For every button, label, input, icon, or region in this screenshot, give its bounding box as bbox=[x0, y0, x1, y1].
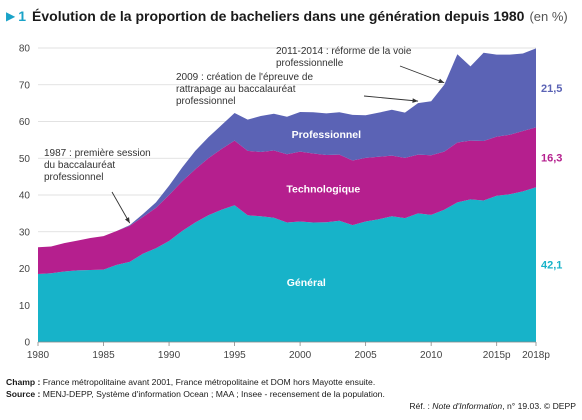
x-tick-label-2000: 2000 bbox=[289, 350, 312, 361]
arrow-2009-head bbox=[412, 98, 419, 103]
chart-unit: (en %) bbox=[529, 8, 568, 24]
source-line: Source : MENJ-DEPP, Système d'informatio… bbox=[6, 388, 580, 400]
y-tick-label-10: 10 bbox=[19, 301, 31, 312]
x-tick-label-2015: 2015p bbox=[483, 350, 511, 361]
area-label-general: Général bbox=[287, 277, 326, 289]
champ-line: Champ : France métropolitaine avant 2001… bbox=[6, 376, 580, 388]
annotation-2011-line-2: professionnelle bbox=[276, 58, 344, 69]
champ-label: Champ : bbox=[6, 377, 41, 387]
x-tick-label-1980: 1980 bbox=[27, 350, 50, 361]
ref-suffix: , n° 19.03. © DEPP bbox=[502, 401, 576, 411]
ref-prefix: Réf. : bbox=[409, 401, 430, 411]
x-tick-label-2018: 2018p bbox=[522, 350, 550, 361]
end-value-technologique: 16,3 bbox=[541, 152, 562, 164]
annotation-1987-line-1: 1987 : première session bbox=[44, 148, 151, 159]
x-axis: 1980 1985 1990 1995 2000 2005 2010 2015p 2018p bbox=[27, 341, 550, 361]
annotation-2011-2014: 2011-2014 : réforme de la voie professio… bbox=[276, 46, 414, 69]
annotation-2009: 2009 : création de l'épreuve de rattrapa… bbox=[176, 72, 316, 107]
ref-publication: Note d'Information bbox=[432, 401, 503, 411]
area-label-professionnel: Professionnel bbox=[292, 129, 362, 141]
y-tick-label-30: 30 bbox=[19, 227, 31, 238]
y-tick-label-80: 80 bbox=[19, 44, 31, 55]
area-label-technologique: Technologique bbox=[286, 184, 360, 196]
arrow-1987-head bbox=[124, 217, 130, 224]
y-axis: 0 10 20 30 40 50 60 70 80 bbox=[19, 44, 31, 349]
chart-areas bbox=[38, 48, 536, 342]
source-text: MENJ-DEPP, Système d'information Ocean ;… bbox=[42, 389, 385, 399]
annotation-1987: 1987 : première session du baccalauréat … bbox=[44, 148, 154, 183]
triangle-marker-icon: ▶ bbox=[6, 9, 16, 23]
arrow-2011-head bbox=[438, 78, 445, 83]
chart-header: ▶ 1 Évolution de la proportion de bachel… bbox=[6, 4, 576, 28]
arrow-1987-line bbox=[111, 191, 131, 224]
reference-line: Réf. : Note d'Information, n° 19.03. © D… bbox=[6, 400, 580, 412]
area-labels: Général Technologique Professionnel bbox=[286, 129, 361, 289]
end-value-general: 42,1 bbox=[541, 260, 562, 272]
end-value-professionnel: 21,5 bbox=[541, 83, 562, 95]
y-tick-label-60: 60 bbox=[19, 117, 31, 128]
annotation-1987-line-3: professionnel bbox=[44, 172, 103, 183]
arrow-2009-line bbox=[363, 95, 419, 102]
x-tick-label-1985: 1985 bbox=[92, 350, 115, 361]
champ-text: France métropolitaine avant 2001, France… bbox=[42, 377, 376, 387]
annotation-2009-line-1: 2009 : création de l'épreuve de bbox=[176, 72, 313, 83]
chart-footer: Champ : France métropolitaine avant 2001… bbox=[6, 376, 580, 412]
y-tick-label-50: 50 bbox=[19, 154, 31, 165]
stacked-area-chart: 0 10 20 30 40 50 60 70 80 1980 1985 1990 1995 2000 20… bbox=[19, 44, 563, 362]
end-values: 42,1 16,3 21,5 bbox=[541, 83, 562, 272]
y-tick-label-20: 20 bbox=[19, 264, 31, 275]
x-tick-label-2010: 2010 bbox=[420, 350, 443, 361]
annotation-2009-line-2: rattrapage au baccalauréat bbox=[176, 84, 296, 95]
area-series-1 bbox=[38, 127, 536, 275]
annotation-1987-line-2: du baccalauréat bbox=[44, 160, 115, 171]
arrow-2011-line bbox=[399, 65, 445, 84]
x-tick-label-1990: 1990 bbox=[158, 350, 181, 361]
annotation-2011-line-1: 2011-2014 : réforme de la voie bbox=[276, 46, 412, 57]
annotation-2009-line-3: professionnel bbox=[176, 96, 235, 107]
figure-number: 1 bbox=[18, 8, 27, 24]
annotation-arrows bbox=[111, 65, 445, 224]
annotations: 1987 : première session du baccalauréat … bbox=[44, 46, 414, 183]
x-tick-label-1995: 1995 bbox=[223, 350, 246, 361]
y-tick-label-40: 40 bbox=[19, 191, 31, 202]
area-series-2 bbox=[38, 48, 536, 248]
y-tick-label-70: 70 bbox=[19, 80, 31, 91]
area-series-0 bbox=[38, 187, 536, 342]
chart-title: Évolution de la proportion de bacheliers… bbox=[32, 8, 525, 24]
source-label: Source : bbox=[6, 389, 41, 399]
y-tick-label-0: 0 bbox=[24, 338, 30, 349]
x-tick-label-2005: 2005 bbox=[355, 350, 378, 361]
